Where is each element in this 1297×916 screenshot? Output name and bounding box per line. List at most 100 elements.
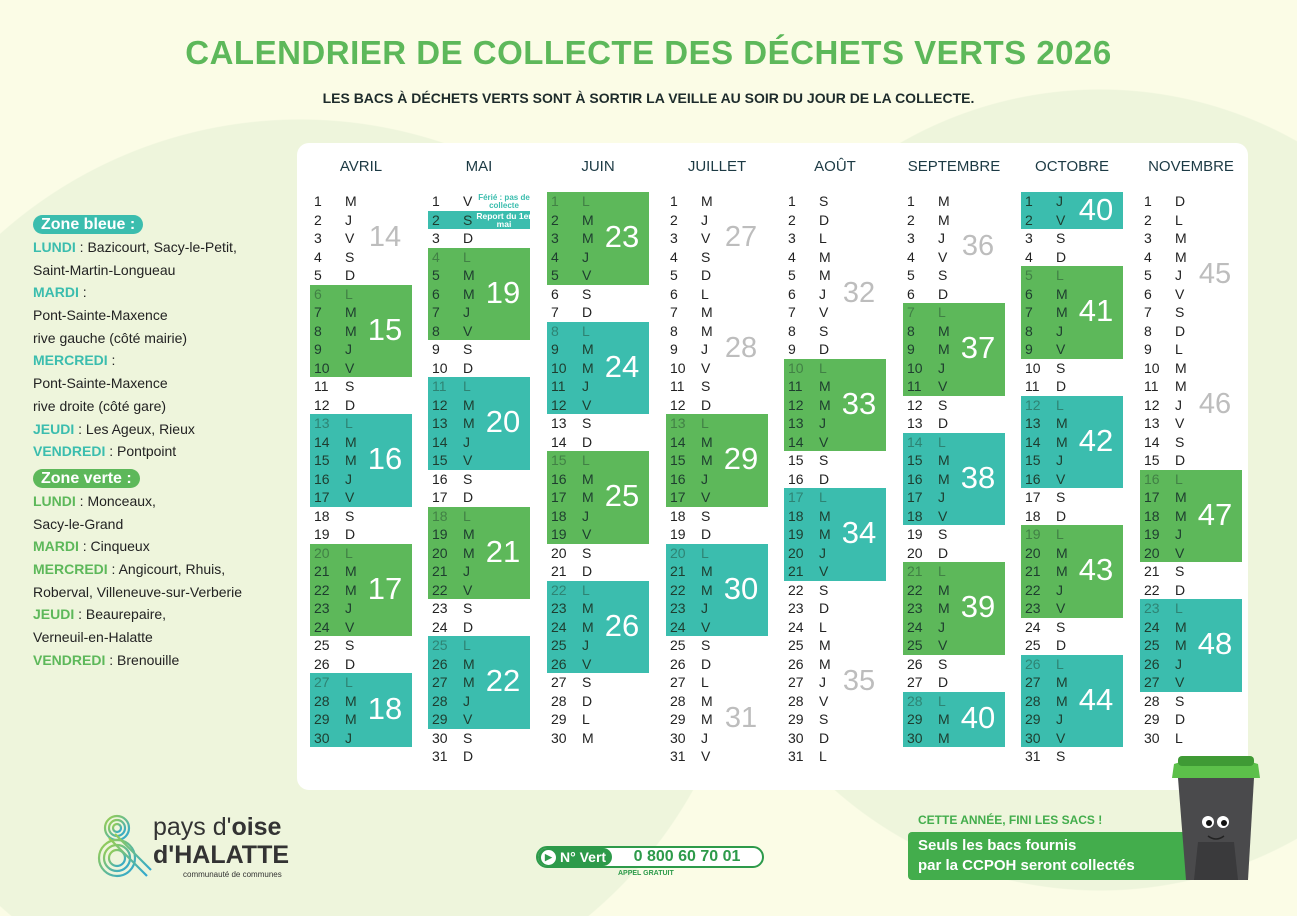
weekday-letter: S — [582, 674, 592, 690]
day-number: 8 — [1025, 322, 1033, 339]
zone-verte-list: LUNDI : Monceaux, Sacy-le-Grand MARDI : Ci… — [33, 490, 293, 672]
day-number: 10 — [1025, 359, 1041, 376]
weekday-letter: J — [701, 211, 708, 228]
day-number: 2 — [551, 211, 559, 228]
weekday-letter: J — [1175, 267, 1182, 283]
day-number: 14 — [432, 433, 448, 450]
weekday-letter: M — [938, 211, 950, 228]
legend-communes: : Cinqueux — [78, 538, 150, 555]
week-number: 41 — [1078, 293, 1114, 329]
weekday-letter: V — [938, 507, 948, 524]
day-number: 24 — [432, 618, 448, 635]
weekday-letter: M — [582, 600, 594, 616]
collection-week-block-verte — [903, 303, 1005, 396]
logo-text: pays d' — [153, 813, 232, 841]
day-number: 3 — [314, 230, 322, 246]
day-number: 28 — [1144, 692, 1160, 709]
day-number: 2 — [1025, 211, 1033, 228]
legend-line: Pont-Sainte-Maxence — [33, 304, 293, 327]
week-number: 42 — [1078, 422, 1114, 458]
weekday-letter: M — [819, 396, 831, 413]
weekday-letter: J — [819, 674, 826, 690]
day-number: 13 — [432, 415, 448, 431]
hotline-badge[interactable]: ▶ N° Vert 0 800 60 70 01 — [536, 846, 764, 868]
day-number: 27 — [670, 674, 686, 690]
legend-day: VENDREDI — [33, 651, 106, 668]
logo-text-bold: oise — [231, 813, 282, 841]
weekday-letter: J — [582, 378, 589, 394]
day-number: 21 — [907, 563, 923, 579]
day-number: 23 — [1025, 600, 1041, 616]
week-number: 26 — [604, 607, 640, 643]
weekday-letter: M — [701, 711, 713, 727]
weekday-letter: L — [938, 304, 946, 320]
day-number: 15 — [670, 452, 686, 468]
weekday-letter: L — [345, 674, 353, 690]
weekday-letter: L — [819, 489, 827, 505]
weekday-letter: M — [938, 600, 950, 616]
day-number: 31 — [1025, 748, 1041, 764]
collection-week-block-bleue — [547, 321, 649, 414]
weekday-letter: V — [345, 489, 355, 505]
day-number: 24 — [314, 618, 330, 635]
day-number: 7 — [1025, 304, 1033, 320]
legend-line: VENDREDI : Pontpoint — [33, 440, 293, 463]
day-number: 14 — [670, 433, 686, 450]
collection-week-block-verte — [1021, 525, 1123, 618]
week-number: 19 — [485, 274, 521, 310]
weekday-letter: M — [1175, 507, 1187, 524]
day-number: 29 — [670, 711, 686, 727]
day-number: 5 — [1025, 267, 1033, 283]
week-number: 48 — [1197, 626, 1233, 662]
day-number: 9 — [1025, 341, 1033, 357]
week-number-no-collection: 28 — [724, 332, 758, 364]
day-number: 11 — [551, 378, 566, 394]
legend-communes: : Angicourt, Rhuis, — [107, 560, 226, 577]
day-number: 5 — [1144, 267, 1152, 283]
legend-communes: Sacy-le-Grand — [33, 515, 124, 532]
page-title: CALENDRIER DE COLLECTE DES DÉCHETS VERTS… — [185, 34, 1112, 71]
day-number: 2 — [788, 211, 796, 228]
legend-day: MERCREDI — [33, 352, 108, 369]
weekday-letter: V — [1175, 285, 1185, 302]
collection-week-block-bleue — [428, 636, 530, 729]
legend-communes: : Monceaux, — [75, 492, 156, 509]
weekday-letter: M — [582, 618, 594, 635]
weekday-letter: V — [463, 322, 473, 339]
weekday-letter: D — [938, 544, 949, 561]
weekday-letter: J — [701, 600, 708, 616]
weekday-letter: M — [819, 507, 831, 524]
weekday-letter: S — [819, 193, 829, 209]
zone-bleue-list: LUNDI : Bazicourt, Sacy-le-Petit, Saint-M… — [33, 236, 293, 463]
weekday-letter: V — [701, 748, 711, 764]
day-number: 6 — [1025, 285, 1033, 302]
day-number: 29 — [551, 711, 567, 727]
weekday-letter: L — [582, 711, 590, 727]
day-number: 24 — [551, 618, 567, 635]
day-number: 16 — [432, 470, 448, 487]
weekday-letter: L — [819, 748, 827, 764]
day-number: 30 — [670, 729, 686, 746]
week-number: 37 — [960, 330, 996, 366]
day-number: 18 — [788, 507, 804, 524]
day-number: 2 — [670, 211, 678, 228]
subtitle: LES BACS À DÉCHETS VERTS SONT À SORTIR L… — [322, 90, 975, 106]
weekday-letter: M — [701, 304, 713, 320]
report-note: Report du 1er mai — [476, 210, 532, 229]
week-number-no-collection: 27 — [724, 221, 758, 253]
day-number: 21 — [551, 563, 567, 579]
day-number: 1 — [907, 193, 915, 209]
collection-week-block-bleue — [428, 377, 530, 470]
day-number: 7 — [788, 304, 796, 320]
day-number: 31 — [432, 748, 448, 764]
day-number: 27 — [1144, 674, 1160, 690]
day-number: 15 — [788, 452, 804, 468]
day-number: 28 — [1025, 692, 1041, 709]
weekday-letter: L — [1056, 396, 1064, 413]
weekday-letter: L — [938, 563, 946, 579]
day-number: 22 — [670, 581, 686, 598]
day-number: 4 — [551, 248, 559, 265]
day-number: 16 — [907, 470, 923, 487]
weekday-letter: V — [345, 618, 355, 635]
weekday-letter: V — [1175, 544, 1185, 561]
